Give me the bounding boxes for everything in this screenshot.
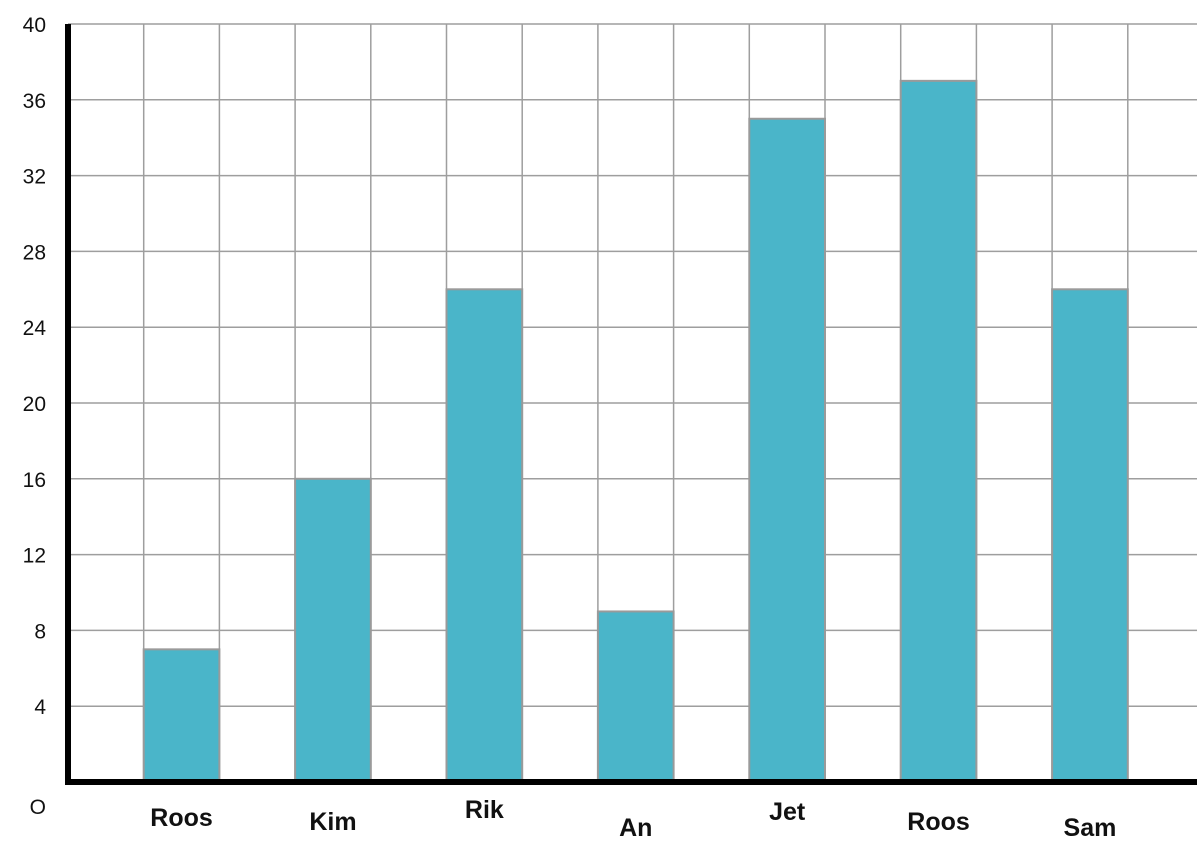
x-tick-labels: Roos Kim Rik An Jet Roos Sam [150,796,1116,842]
y-tick-label: O [30,796,46,819]
x-tick-label: Roos [150,804,213,832]
y-tick-label: 20 [23,393,46,416]
bar-2 [294,477,372,783]
bar-5 [748,117,826,783]
y-tick-label: 8 [34,620,46,643]
x-tick-label: Rik [465,796,504,824]
x-tick-label: Sam [1064,814,1117,842]
bar-4 [596,610,675,784]
bar-1 [142,648,221,783]
x-tick-label: An [619,814,652,842]
y-tick-label: 12 [23,545,46,568]
bar-3 [445,288,524,783]
y-tick-label: 16 [23,469,46,492]
bars [142,79,1129,784]
y-tick-label: 4 [34,696,46,719]
x-tick-label: Roos [907,808,970,836]
y-tick-label: 24 [23,317,47,340]
y-tick-label: 36 [23,90,46,113]
y-tick-label: 40 [23,14,46,37]
axes [65,24,1197,785]
bar-6 [899,79,978,784]
y-tick-label: 28 [23,241,46,264]
x-tick-label: Kim [309,808,356,836]
bar-7 [1051,288,1129,783]
y-tick-labels: O 4 8 12 16 20 24 28 32 36 40 [23,14,47,819]
x-tick-label: Jet [769,798,806,826]
y-tick-label: 32 [23,166,46,189]
